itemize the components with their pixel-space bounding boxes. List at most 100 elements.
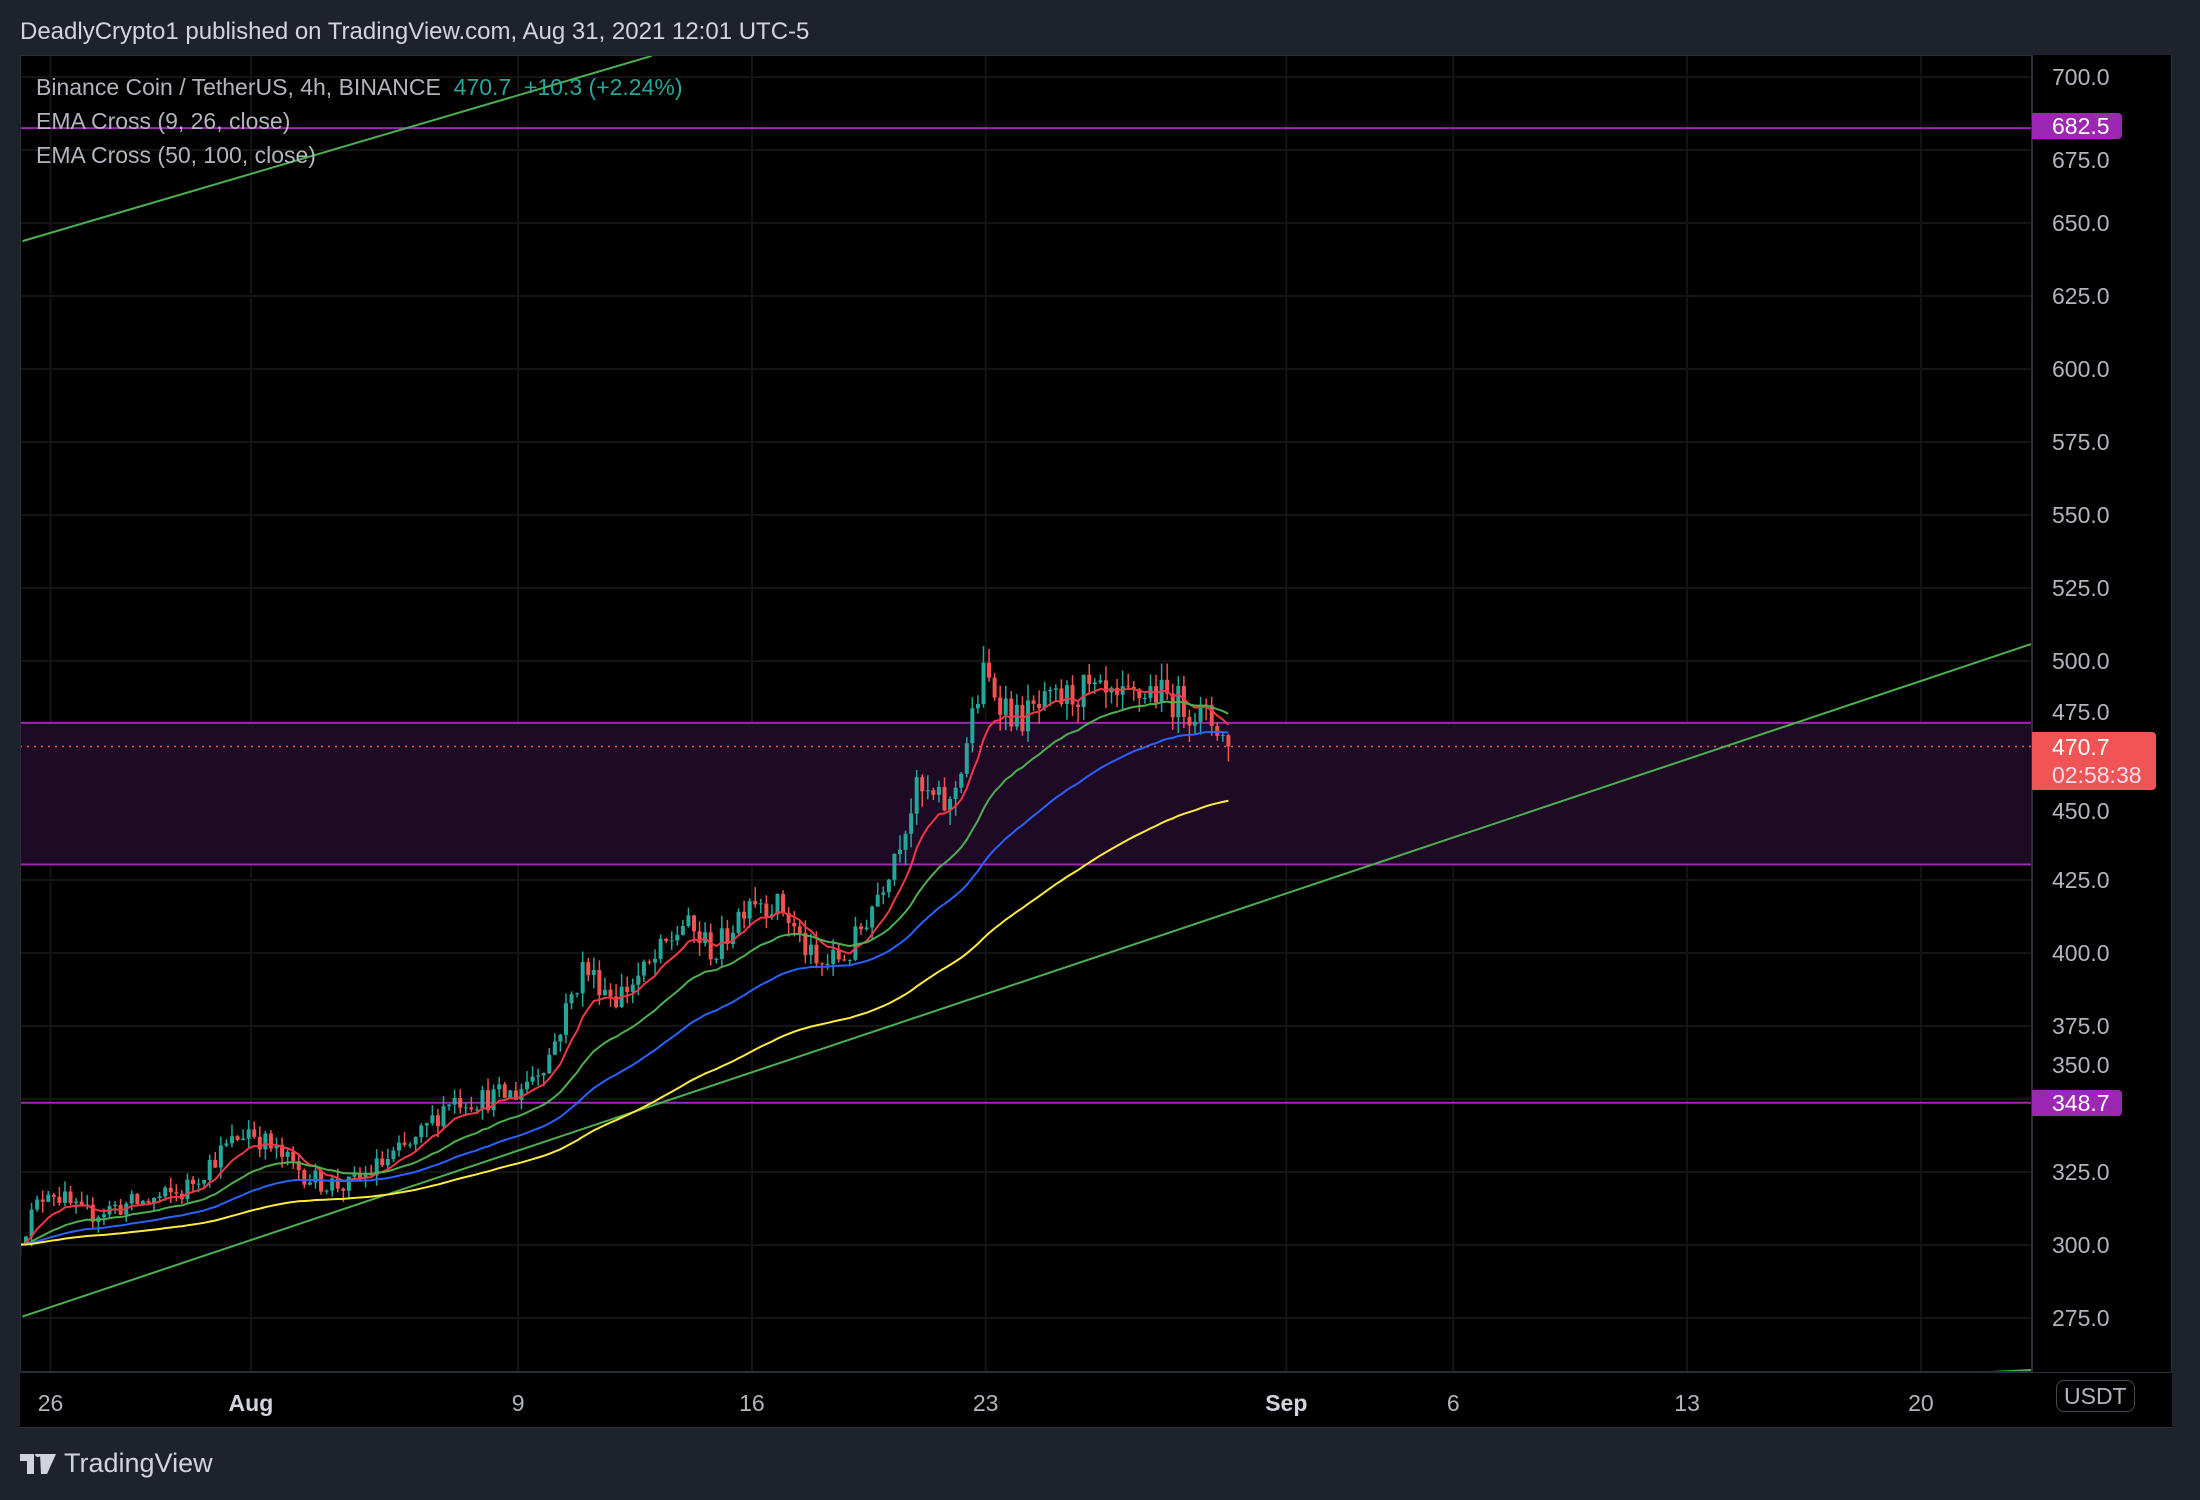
trendline [22, 56, 652, 243]
chart-pane[interactable] [20, 55, 2032, 1372]
candle-body [1142, 697, 1147, 699]
candle-body [920, 777, 925, 792]
candle-body [191, 1179, 196, 1185]
candle-body [430, 1115, 435, 1124]
level-tag-high: 682.5 [2032, 113, 2122, 139]
price-tick-label: 700.0 [2052, 64, 2110, 90]
candle-body [135, 1193, 140, 1205]
candle-body [786, 912, 791, 924]
candle-body [508, 1090, 513, 1098]
candle-body [241, 1138, 246, 1140]
candle-body [491, 1089, 496, 1111]
candle-body [975, 703, 980, 709]
candle-body [909, 813, 914, 834]
candle-body [614, 996, 619, 1007]
symbol-legend[interactable]: Binance Coin / TetherUS, 4h, BINANCE 470… [36, 74, 683, 101]
price-tick-label: 275.0 [2052, 1305, 2110, 1331]
price-tick-label: 550.0 [2052, 502, 2110, 528]
candle-body [246, 1129, 251, 1139]
price-tick-label: 650.0 [2052, 210, 2110, 236]
candle-body [547, 1054, 552, 1074]
candle-body [380, 1158, 385, 1166]
candle-body [736, 911, 741, 933]
candle-body [525, 1081, 530, 1090]
candle-body [886, 879, 891, 893]
candle-body [441, 1106, 446, 1127]
candle-body [530, 1076, 535, 1082]
price-tick-label: 325.0 [2052, 1159, 2110, 1185]
candle-body [374, 1158, 379, 1176]
candle-body [1193, 721, 1198, 726]
candle-body [1215, 725, 1220, 736]
candle-body [987, 662, 992, 678]
time-tick-label: 26 [37, 1390, 64, 1416]
time-tick-label: 13 [1674, 1390, 1700, 1416]
price-tick-label: 600.0 [2052, 356, 2110, 382]
candle-body [90, 1204, 95, 1222]
trendline [1991, 1368, 2031, 1371]
candle-body [1226, 735, 1231, 747]
time-tick-label: 16 [739, 1390, 765, 1416]
price-tick-label: 525.0 [2052, 575, 2110, 601]
candle-body [1165, 679, 1170, 694]
time-tick-label: 23 [972, 1390, 999, 1416]
candle-body [580, 962, 585, 994]
candle-body [497, 1084, 502, 1090]
candle-body [602, 989, 607, 996]
price-tick-label: 675.0 [2052, 147, 2110, 173]
candle-body [630, 984, 635, 992]
candle-body [870, 906, 875, 928]
currency-button[interactable]: USDT [2056, 1380, 2135, 1412]
brand-name: TradingView [64, 1448, 213, 1478]
ema-9-line [21, 688, 1230, 1246]
candle-body [1070, 685, 1075, 705]
candle-body [1098, 680, 1103, 683]
candle-body [881, 892, 886, 895]
candle-body [742, 911, 747, 919]
candle-body [302, 1170, 307, 1185]
last-price-tag-value: 470.7 [2052, 734, 2110, 760]
candle-body [1059, 688, 1064, 704]
candle-body [24, 1236, 29, 1245]
candle-body [1137, 689, 1142, 699]
price-tick-label: 575.0 [2052, 429, 2110, 455]
price-tick-label: 500.0 [2052, 648, 2110, 674]
candle-body [1081, 674, 1086, 708]
candle-body [981, 662, 986, 704]
candle-body [1209, 705, 1214, 726]
candle-body [658, 938, 663, 959]
candle-body [903, 833, 908, 850]
candle-body [1037, 703, 1042, 709]
tradingview-logo[interactable]: TradingView [20, 1448, 213, 1479]
candle-body [385, 1159, 390, 1166]
candle-body [641, 961, 646, 976]
candle-body [341, 1188, 346, 1191]
candle-body [252, 1129, 257, 1137]
time-tick-label: Sep [1265, 1390, 1308, 1416]
candle-body [708, 932, 713, 960]
trendline [22, 643, 2031, 1318]
candle-body [35, 1199, 40, 1210]
price-axis[interactable] [2032, 55, 2172, 1372]
candle-body [296, 1161, 301, 1171]
candle-body [280, 1144, 285, 1157]
candle-body [563, 1003, 568, 1035]
candle-body [686, 915, 691, 926]
candle-body [1181, 686, 1186, 717]
time-axis[interactable] [20, 1372, 2172, 1428]
candle-body [174, 1192, 179, 1194]
candle-body [213, 1159, 218, 1168]
candle-body [758, 903, 763, 905]
candle-body [480, 1090, 485, 1110]
candle-body [458, 1098, 463, 1108]
candle-body [925, 790, 930, 792]
candle-body [931, 790, 936, 795]
indicator-ema-9-26[interactable]: EMA Cross (9, 26, close) [36, 108, 291, 134]
candle-body [775, 893, 780, 915]
candle-body [675, 934, 680, 941]
candle-body [820, 963, 825, 965]
indicator-ema-50-100[interactable]: EMA Cross (50, 100, close) [36, 142, 316, 168]
candle-body [268, 1133, 273, 1149]
candle-body [486, 1090, 491, 1111]
